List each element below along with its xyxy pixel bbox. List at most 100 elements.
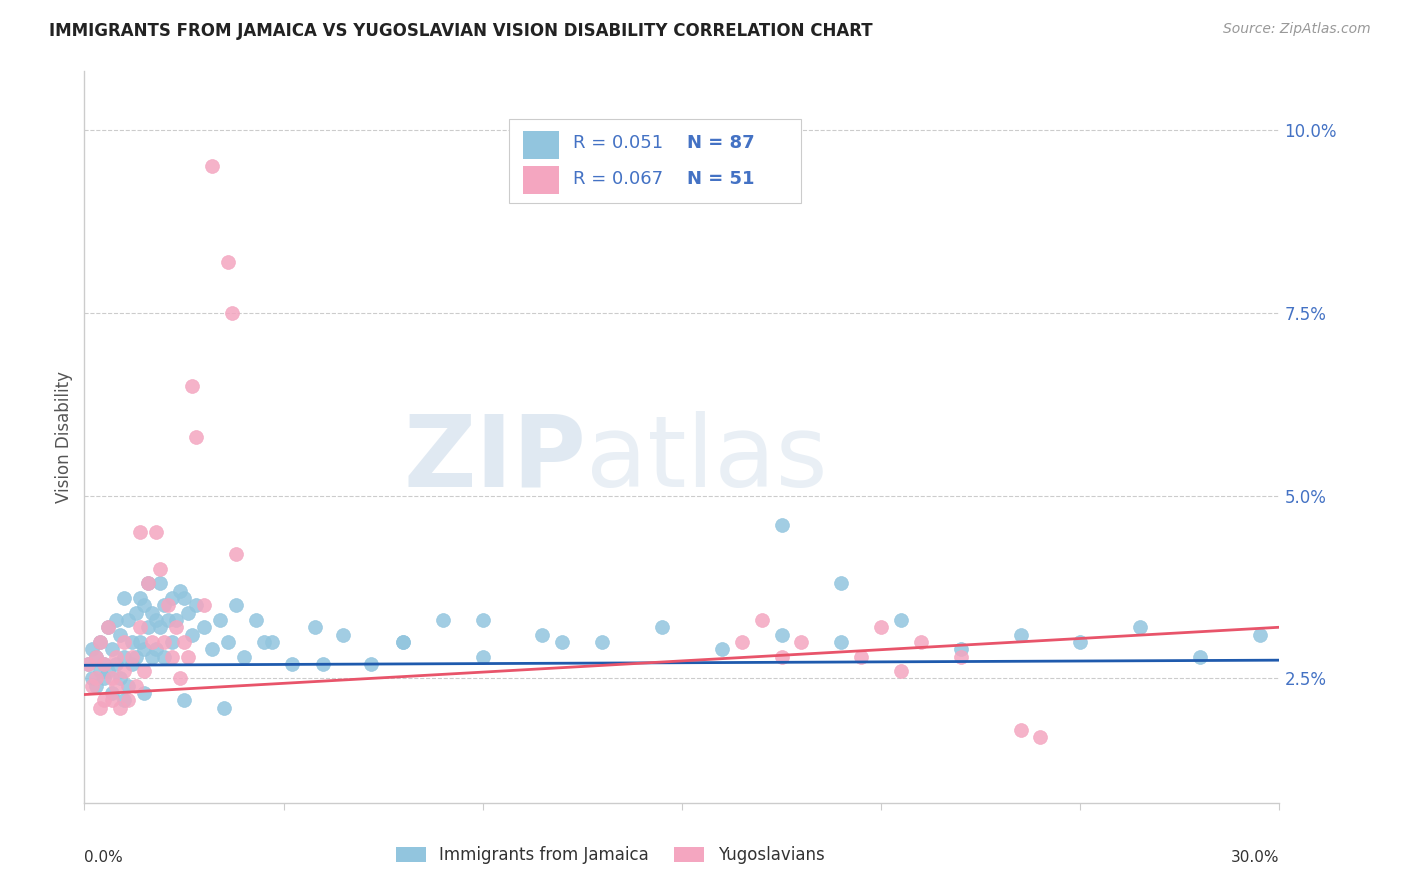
Point xyxy=(121,649,143,664)
Point xyxy=(82,679,104,693)
Point xyxy=(177,606,200,620)
Y-axis label: Vision Disability: Vision Disability xyxy=(55,371,73,503)
Point xyxy=(86,672,108,686)
Point xyxy=(770,517,793,532)
Text: R = 0.051: R = 0.051 xyxy=(574,134,664,152)
Point xyxy=(280,657,302,671)
Point xyxy=(86,679,108,693)
Point xyxy=(181,379,204,393)
Point xyxy=(141,649,163,664)
Point xyxy=(770,649,793,664)
Point xyxy=(77,657,100,671)
Point xyxy=(136,576,159,591)
Point xyxy=(125,606,148,620)
Point xyxy=(217,635,239,649)
Point xyxy=(770,627,793,641)
Point xyxy=(93,657,115,671)
Point xyxy=(82,642,104,657)
Point xyxy=(149,576,172,591)
Point xyxy=(201,642,224,657)
Text: 30.0%: 30.0% xyxy=(1232,850,1279,865)
Point xyxy=(160,591,183,605)
Point xyxy=(89,635,111,649)
Point xyxy=(165,613,187,627)
Point xyxy=(110,700,132,714)
Point xyxy=(160,635,183,649)
Point xyxy=(136,620,159,634)
Point xyxy=(830,635,852,649)
Point xyxy=(93,657,115,671)
Point xyxy=(471,649,494,664)
Point xyxy=(471,613,494,627)
Point xyxy=(225,547,247,561)
Point xyxy=(225,599,247,613)
Point xyxy=(89,664,111,678)
Point xyxy=(245,613,267,627)
Point xyxy=(93,672,115,686)
FancyBboxPatch shape xyxy=(509,119,801,203)
Point xyxy=(1010,723,1032,737)
FancyBboxPatch shape xyxy=(523,131,558,159)
Point xyxy=(77,657,100,671)
Point xyxy=(260,635,283,649)
Point xyxy=(531,627,554,641)
Point xyxy=(145,642,167,657)
Point xyxy=(1029,730,1052,744)
Point xyxy=(132,664,156,678)
Point xyxy=(193,599,215,613)
Point xyxy=(890,613,912,627)
Point xyxy=(208,613,231,627)
Point xyxy=(136,576,159,591)
Legend: Immigrants from Jamaica, Yugoslavians: Immigrants from Jamaica, Yugoslavians xyxy=(396,846,824,864)
Point xyxy=(184,430,207,444)
Point xyxy=(105,613,128,627)
Point xyxy=(173,591,195,605)
Point xyxy=(132,642,156,657)
Point xyxy=(949,649,972,664)
FancyBboxPatch shape xyxy=(523,167,558,194)
Point xyxy=(153,649,176,664)
Point xyxy=(157,599,180,613)
Text: N = 51: N = 51 xyxy=(686,169,754,188)
Point xyxy=(112,635,135,649)
Point xyxy=(1129,620,1152,634)
Point xyxy=(129,525,152,540)
Point xyxy=(890,664,912,678)
Point xyxy=(89,700,111,714)
Point xyxy=(169,672,191,686)
Point xyxy=(117,679,139,693)
Point xyxy=(97,620,120,634)
Text: R = 0.067: R = 0.067 xyxy=(574,169,664,188)
Point xyxy=(169,583,191,598)
Point xyxy=(97,620,120,634)
Point xyxy=(110,672,132,686)
Point xyxy=(149,562,172,576)
Point xyxy=(101,642,124,657)
Point xyxy=(910,635,932,649)
Point xyxy=(1249,627,1271,641)
Point xyxy=(1188,649,1211,664)
Point xyxy=(101,686,124,700)
Point xyxy=(145,525,167,540)
Point xyxy=(751,613,773,627)
Point xyxy=(132,686,156,700)
Point xyxy=(173,693,195,707)
Text: ZIP: ZIP xyxy=(404,410,586,508)
Point xyxy=(117,693,139,707)
Point xyxy=(1069,635,1091,649)
Point xyxy=(651,620,673,634)
Text: N = 87: N = 87 xyxy=(686,134,754,152)
Point xyxy=(551,635,574,649)
Point xyxy=(101,693,124,707)
Point xyxy=(141,635,163,649)
Point xyxy=(221,306,243,320)
Text: 0.0%: 0.0% xyxy=(84,850,124,865)
Text: atlas: atlas xyxy=(586,410,828,508)
Point xyxy=(129,591,152,605)
Point xyxy=(790,635,813,649)
Point xyxy=(101,672,124,686)
Point xyxy=(93,693,115,707)
Point xyxy=(360,657,382,671)
Point xyxy=(153,635,176,649)
Text: IMMIGRANTS FROM JAMAICA VS YUGOSLAVIAN VISION DISABILITY CORRELATION CHART: IMMIGRANTS FROM JAMAICA VS YUGOSLAVIAN V… xyxy=(49,22,873,40)
